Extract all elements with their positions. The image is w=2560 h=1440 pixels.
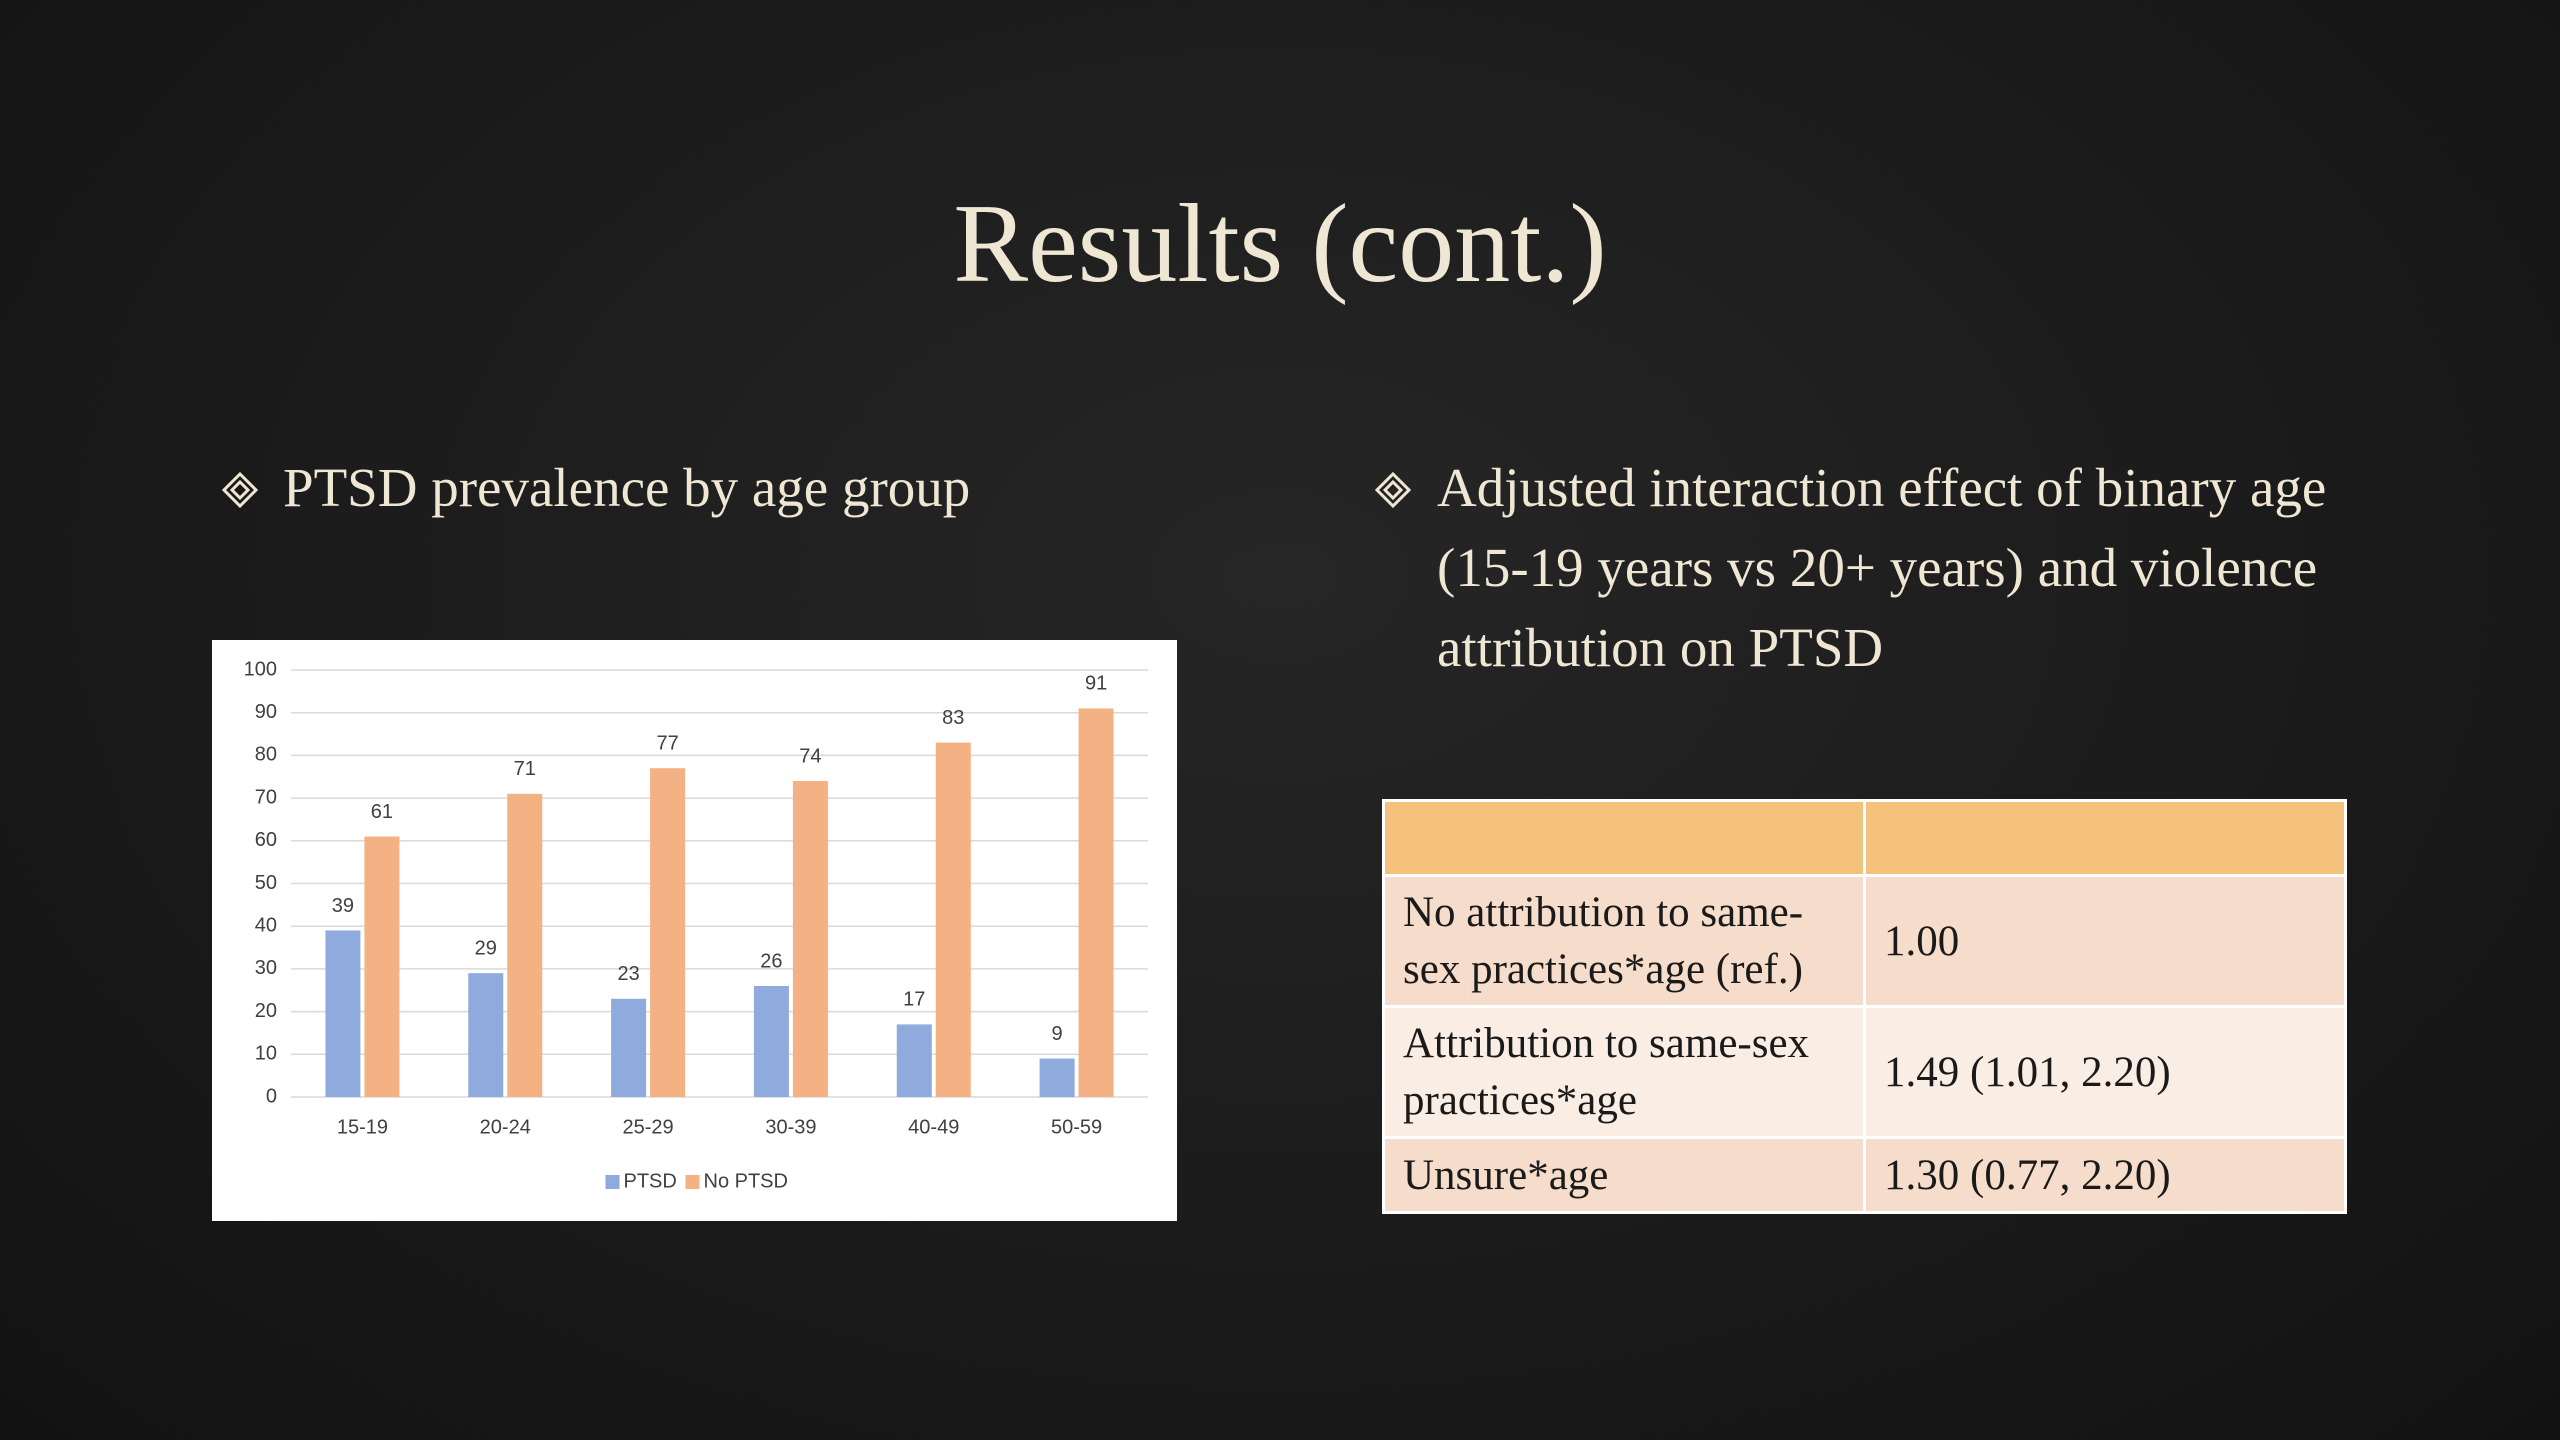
bar	[507, 793, 543, 1097]
y-tick-label: 80	[255, 744, 277, 766]
bullet-icon	[222, 472, 258, 508]
y-tick-label: 90	[255, 701, 277, 723]
results-table: No attribution to same-sex practices*age…	[1382, 799, 2347, 1214]
value-label: 39	[332, 895, 354, 917]
table-row: Attribution to same-sex practices*age 1.4…	[1382, 1005, 2347, 1139]
bar	[650, 768, 686, 1097]
table-cell: Attribution to same-sex practices*age	[1382, 1005, 1866, 1139]
bullet-icon	[1375, 472, 1411, 508]
y-tick-label: 40	[255, 914, 277, 936]
slide-title: Results (cont.)	[953, 182, 1607, 306]
value-label: 17	[903, 989, 925, 1011]
value-label: 23	[617, 963, 639, 985]
value-label: 83	[942, 707, 964, 729]
value-label: 71	[514, 758, 536, 780]
value-label: 77	[656, 732, 678, 754]
x-tick-label: 15-19	[337, 1116, 388, 1138]
bar	[792, 781, 828, 1097]
bar	[753, 985, 789, 1097]
chart: 0 10 20 30 40 50 60 70 80 90 100 15-19 39 61 20-24 29 71…	[212, 640, 1177, 1221]
y-tick-label: 70	[255, 786, 277, 808]
value-label: 61	[371, 801, 393, 823]
value-label: 9	[1052, 1023, 1063, 1045]
y-tick-label: 100	[244, 658, 277, 680]
table-cell: No attribution to same-sex practices*age…	[1382, 874, 1866, 1008]
table-header	[1382, 799, 2347, 877]
legend-label: No PTSD	[704, 1170, 788, 1192]
table-cell: 1.00	[1863, 874, 2347, 1008]
x-tick-label: 30-39	[765, 1116, 816, 1138]
y-tick-label: 30	[255, 957, 277, 979]
value-label: 26	[760, 950, 782, 972]
legend-swatch	[685, 1175, 700, 1189]
y-tick-label: 0	[266, 1085, 277, 1107]
header-cell	[1382, 799, 1866, 877]
y-tick-label: 50	[255, 872, 277, 894]
value-label: 74	[799, 745, 821, 767]
bar	[1078, 708, 1114, 1097]
legend-swatch	[605, 1175, 620, 1189]
bar	[468, 973, 504, 1097]
bar	[364, 836, 400, 1097]
table-row: Unsure*age 1.30 (0.77, 2.20)	[1382, 1136, 2347, 1214]
bar	[611, 998, 647, 1097]
bullet-text: PTSD prevalence by age group	[283, 457, 971, 518]
bullet-text: Adjusted interaction effect of binary ag…	[1437, 457, 2327, 678]
bar	[935, 742, 971, 1097]
bar	[325, 930, 361, 1097]
legend-label: PTSD	[624, 1170, 677, 1192]
bar	[1039, 1058, 1075, 1097]
y-tick-label: 20	[255, 1000, 277, 1022]
table-cell: 1.30 (0.77, 2.20)	[1863, 1136, 2347, 1214]
header-cell	[1863, 799, 2347, 877]
x-tick-label: 50-59	[1051, 1116, 1102, 1138]
x-tick-label: 25-29	[623, 1116, 674, 1138]
x-tick-label: 20-24	[480, 1116, 531, 1138]
value-label: 29	[475, 937, 497, 959]
y-tick-label: 60	[255, 829, 277, 851]
value-label: 91	[1085, 673, 1107, 695]
x-tick-label: 40-49	[908, 1116, 959, 1138]
table-cell: Unsure*age	[1382, 1136, 1866, 1214]
y-tick-label: 10	[255, 1043, 277, 1065]
table-cell: 1.49 (1.01, 2.20)	[1863, 1005, 2347, 1139]
bar	[896, 1024, 932, 1097]
table-row: No attribution to same-sex practices*age…	[1382, 874, 2347, 1008]
